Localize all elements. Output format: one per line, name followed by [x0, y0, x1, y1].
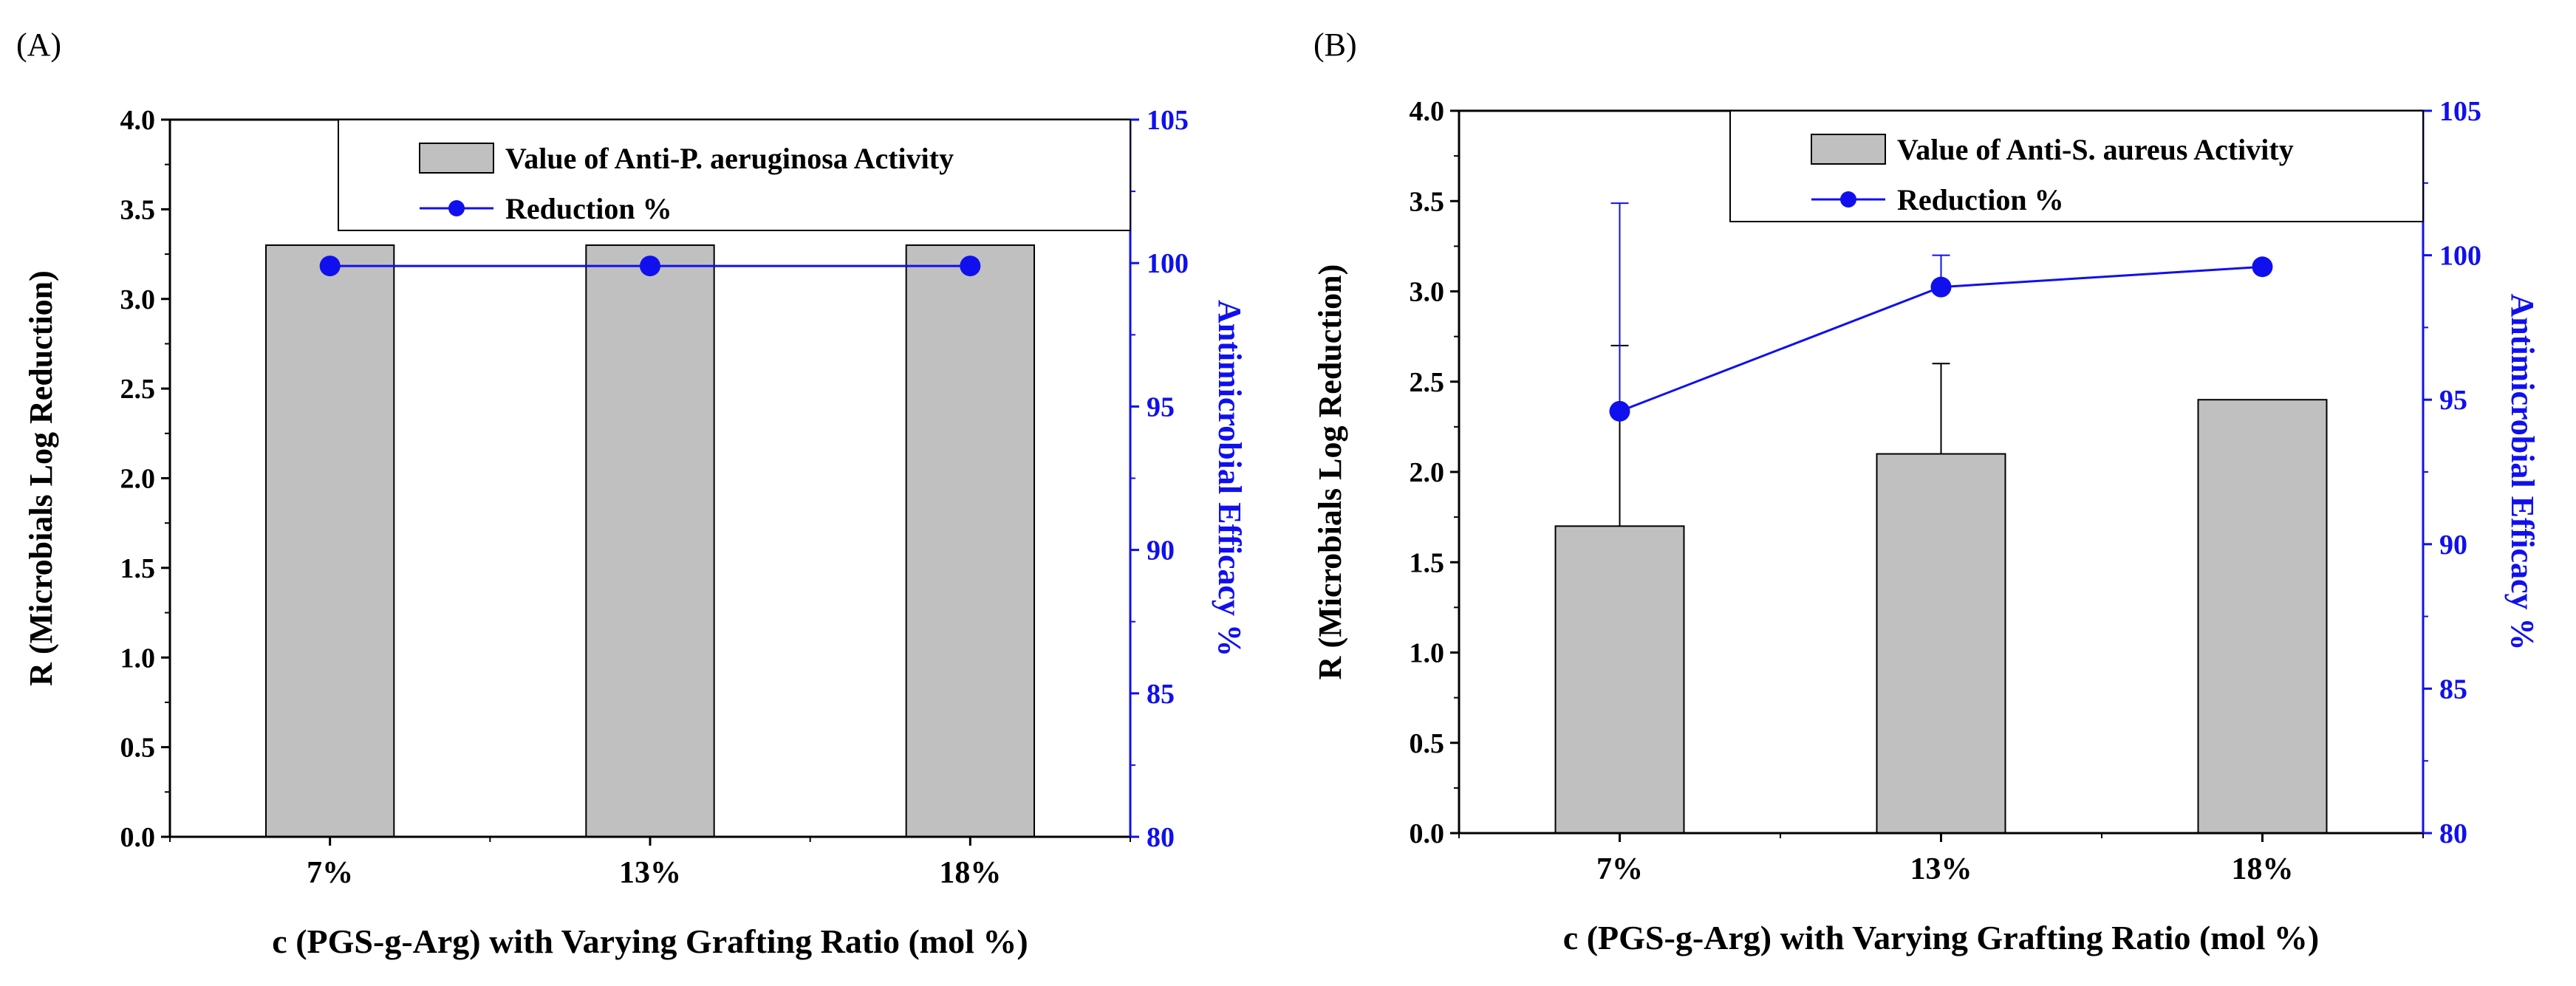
bar-18pct — [2197, 399, 2328, 834]
bar-7pct — [265, 244, 395, 838]
right-y-tick-label: 95 — [1147, 391, 1175, 422]
left-y-tick-label: 2.5 — [120, 374, 156, 405]
reduction-point — [2252, 256, 2273, 278]
left-y-tick-label: 4.0 — [1410, 96, 1445, 127]
legend-line-marker — [448, 200, 465, 216]
left-y-tick-label: 0.0 — [120, 822, 156, 853]
bar-13pct — [1876, 453, 2006, 834]
left-y-tick-label: 1.5 — [120, 553, 156, 584]
left-y-axis-title: R (Microbials Log Reduction) — [1312, 264, 1348, 680]
legend-label-line: Reduction % — [1897, 183, 2064, 216]
right-y-tick-label: 85 — [1147, 679, 1175, 710]
bar-18pct — [905, 244, 1035, 838]
panel-label: (B) — [1313, 27, 1357, 63]
panel-a: (A) 0.0 0.5 1.0 1.5 2.0 2.5 3.0 3.5 4.0 80 85 90 95 10… — [16, 27, 1248, 960]
reduction-point — [640, 256, 660, 277]
x-tick-label: 18% — [939, 856, 1001, 890]
x-tick-label: 18% — [2232, 852, 2294, 886]
reduction-point — [319, 256, 341, 277]
left-y-tick-label: 2.5 — [1410, 367, 1445, 398]
left-y-tick-label: 0.0 — [1410, 818, 1445, 849]
left-y-tick-label: 0.5 — [1410, 728, 1445, 759]
x-axis-title: c (PGS-g-Arg) with Varying Grafting Rati… — [1563, 919, 2319, 956]
right-y-tick-label: 100 — [2439, 241, 2481, 272]
left-y-tick-label: 1.0 — [1410, 638, 1445, 669]
left-y-tick-label: 2.0 — [120, 464, 156, 495]
panel-label: (A) — [16, 27, 61, 63]
bar-7pct — [1554, 525, 1685, 834]
left-y-tick-label: 3.5 — [1410, 186, 1445, 217]
right-y-tick-label: 80 — [1147, 822, 1175, 853]
right-y-tick-label: 80 — [2439, 818, 2467, 849]
left-y-tick-label: 3.0 — [120, 284, 156, 315]
right-y-tick-label: 95 — [2439, 385, 2467, 416]
x-tick-label: 13% — [619, 856, 681, 890]
right-y-axis-title: Antimicrobial Efficacy % — [1212, 300, 1248, 657]
left-y-axis-title: R (Microbials Log Reduction) — [23, 270, 59, 686]
legend-bar-swatch — [1811, 134, 1886, 165]
legend-label-bar: Value of Anti-P. aeruginosa Activity — [505, 142, 954, 175]
reduction-point — [1930, 276, 1952, 298]
reduction-point — [960, 256, 981, 277]
panel-b: (B) 0.0 0.5 1.0 1.5 2.0 2.5 3.0 3.5 4.0 80 85 90 95 10… — [1312, 27, 2541, 956]
right-y-tick-label: 90 — [1147, 535, 1175, 566]
left-y-tick-label: 4.0 — [120, 105, 156, 136]
right-y-tick-label: 100 — [1147, 248, 1189, 279]
legend-box — [1729, 110, 2424, 222]
legend-label-bar: Value of Anti-S. aureus Activity — [1897, 133, 2294, 166]
legend-label-line: Reduction % — [505, 192, 672, 225]
right-y-tick-label: 105 — [2439, 96, 2481, 127]
left-y-tick-label: 3.5 — [120, 194, 156, 225]
left-y-tick-label: 3.0 — [1410, 277, 1445, 308]
legend-bar-swatch — [419, 143, 494, 174]
left-y-tick-label: 1.5 — [1410, 547, 1445, 578]
reduction-point — [1609, 400, 1630, 422]
x-axis-title: c (PGS-g-Arg) with Varying Grafting Rati… — [272, 922, 1028, 960]
left-y-tick-label: 1.0 — [120, 643, 156, 674]
bar-13pct — [585, 244, 715, 838]
left-y-tick-label: 0.5 — [120, 733, 156, 764]
x-tick-label: 7% — [307, 856, 353, 890]
x-tick-label: 7% — [1596, 852, 1643, 886]
right-y-tick-label: 105 — [1147, 105, 1189, 136]
left-y-tick-label: 2.0 — [1410, 457, 1445, 488]
right-y-tick-label: 90 — [2439, 530, 2467, 561]
right-y-tick-label: 85 — [2439, 674, 2467, 705]
legend-box — [338, 119, 1131, 231]
legend-line-marker — [1840, 191, 1856, 208]
right-y-axis-title: Antimicrobial Efficacy % — [2504, 293, 2541, 650]
x-tick-label: 13% — [1910, 852, 1972, 886]
